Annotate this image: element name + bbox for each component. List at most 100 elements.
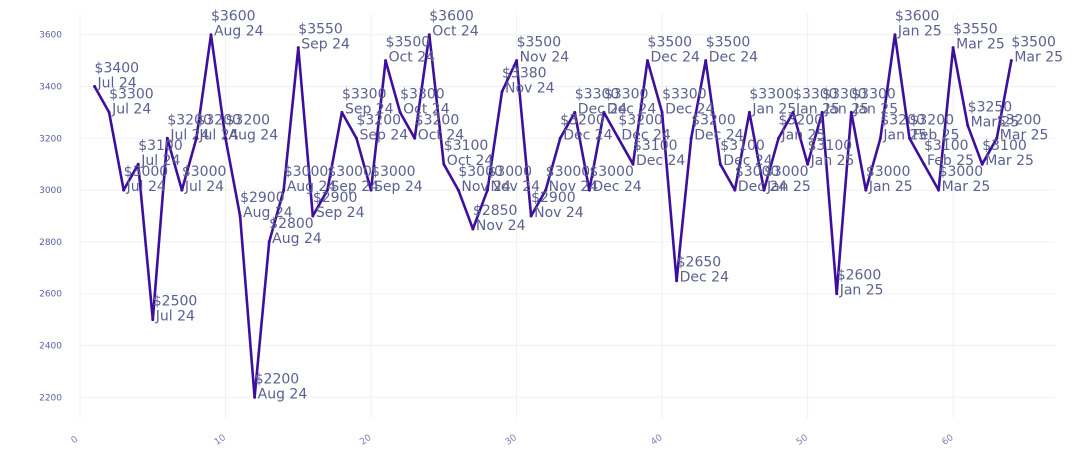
x-tick-label: 40 — [649, 433, 664, 448]
data-point — [777, 136, 781, 140]
data-label-price: $2600 — [837, 268, 882, 284]
data-point — [282, 188, 286, 192]
data-point — [835, 292, 839, 296]
data-label-price: $3000 — [284, 164, 329, 180]
x-tick-label: 10 — [213, 433, 228, 448]
data-label-month: Mar 25 — [1000, 127, 1049, 143]
data-label-price: $3200 — [226, 112, 271, 128]
data-point — [180, 188, 184, 192]
data-label-month: Jul 24 — [126, 179, 166, 195]
data-label-month: Dec 24 — [607, 101, 656, 117]
data-label-month: Mar 25 — [971, 114, 1020, 130]
data-point — [165, 136, 169, 140]
data-label-price: $2850 — [473, 203, 518, 219]
data-point — [966, 123, 970, 127]
x-tick-label: 30 — [504, 433, 519, 448]
data-point — [427, 33, 431, 37]
data-point — [631, 162, 635, 166]
data-label-price: $3550 — [298, 22, 343, 38]
data-label-price: $3300 — [662, 86, 707, 102]
data-label-month: Jan 25 — [766, 179, 811, 195]
data-label-price: $3300 — [851, 86, 896, 102]
data-label-price: $3100 — [808, 138, 853, 154]
data-point — [107, 110, 111, 114]
data-label-price: $3000 — [764, 164, 809, 180]
y-tick-label: 2800 — [39, 238, 62, 248]
data-point — [136, 162, 140, 166]
data-label-price: $3200 — [415, 112, 460, 128]
data-label-price: $3250 — [968, 99, 1013, 115]
data-label-month: Dec 24 — [651, 50, 700, 66]
data-label-month: Jul 24 — [111, 101, 151, 117]
data-label-month: Oct 24 — [403, 101, 450, 117]
data-label-price: $2650 — [677, 255, 722, 271]
data-point — [747, 110, 751, 114]
data-point — [485, 188, 489, 192]
data-label-month: Jan 25 — [853, 101, 898, 117]
data-point — [442, 162, 446, 166]
data-label-month: Jan 25 — [868, 179, 913, 195]
data-label-month: Nov 24 — [461, 179, 511, 195]
data-point — [151, 318, 155, 322]
data-label-month: Jan 25 — [882, 127, 927, 143]
data-label-price: $2200 — [255, 371, 300, 387]
data-label-price: $2900 — [531, 190, 576, 206]
data-label-month: Dec 24 — [694, 127, 743, 143]
data-label-price: $3000 — [589, 164, 634, 180]
data-point — [413, 136, 417, 140]
y-tick-label: 2400 — [39, 341, 62, 351]
data-label-price: $3000 — [182, 164, 227, 180]
data-label-price: $3200 — [997, 112, 1042, 128]
data-label-price: $3500 — [706, 35, 751, 51]
data-label-price: $2500 — [153, 294, 198, 310]
data-label-month: Jul 24 — [184, 179, 224, 195]
data-label-price: $3200 — [196, 112, 241, 128]
data-label-price: $2800 — [269, 216, 314, 232]
data-label-month: Nov 24 — [476, 218, 526, 234]
data-point — [806, 162, 810, 166]
data-point — [456, 188, 460, 192]
data-label-month: Sep 24 — [374, 179, 423, 195]
data-point — [689, 136, 693, 140]
data-label-month: Oct 24 — [418, 127, 465, 143]
data-label-month: Jul 24 — [97, 76, 137, 92]
data-point — [937, 188, 941, 192]
data-label-price: $3000 — [124, 164, 169, 180]
data-point — [398, 110, 402, 114]
data-label-month: Jan 25 — [795, 101, 840, 117]
data-point — [791, 110, 795, 114]
data-label-price: $3100 — [633, 138, 678, 154]
x-tick-label: 60 — [940, 433, 955, 448]
data-label-month: Oct 24 — [447, 153, 494, 169]
data-point — [820, 110, 824, 114]
data-point — [122, 188, 126, 192]
data-label-price: $3200 — [909, 112, 954, 128]
y-tick-label: 3400 — [39, 83, 62, 93]
data-label-price: $3600 — [429, 9, 474, 25]
data-label-month: Dec 24 — [592, 179, 641, 195]
y-tick-label: 3600 — [39, 31, 62, 41]
data-label-month: Jan 25 — [839, 283, 884, 299]
data-label-price: $3300 — [749, 86, 794, 102]
